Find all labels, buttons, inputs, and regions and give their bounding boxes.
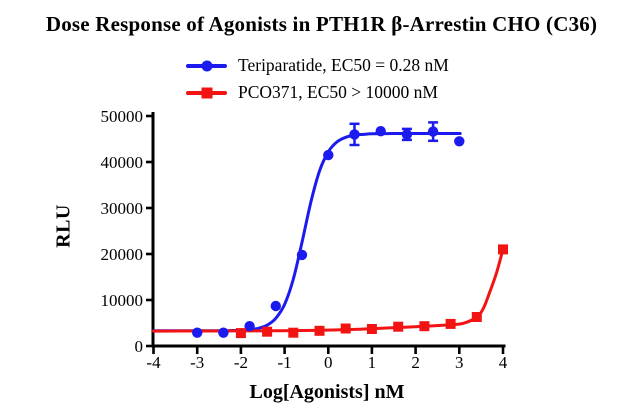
teriparatide-data-point	[427, 126, 439, 137]
chart-title: Dose Response of Agonists in PTH1R β-Arr…	[45, 12, 598, 36]
x-tick-label: 3	[455, 353, 464, 372]
pco371-data-point	[235, 328, 246, 339]
y-tick-label: 10000	[101, 291, 144, 310]
pco371-data-point	[262, 326, 273, 337]
teriparatide-data-point	[296, 249, 308, 261]
x-tick-label: -3	[190, 353, 204, 372]
pco371-data-point	[340, 323, 351, 334]
pco371-data-point	[314, 325, 325, 336]
x-tick-label: -2	[234, 353, 248, 372]
y-tick-label: 30000	[101, 199, 144, 218]
chart-legend: Teriparatide, EC50 = 0.28 nM PCO371, EC5…	[186, 52, 449, 106]
x-tick-label: -4	[146, 353, 161, 372]
teriparatide-data-point	[244, 321, 255, 332]
teriparatide-data-point	[454, 136, 465, 147]
x-tick-label: -1	[278, 353, 292, 372]
pco371-data-point	[366, 324, 377, 334]
x-tick-label: 0	[324, 353, 333, 372]
pco371-data-point	[419, 321, 430, 332]
teriparatide-data-point	[270, 300, 281, 312]
teriparatide-data-point	[218, 327, 229, 338]
teriparatide-fit-curve	[152, 131, 462, 333]
x-axis-title: Log[Agonists] nM	[249, 381, 405, 403]
x-tick-label: 1	[368, 353, 377, 372]
legend-item-pco371: PCO371, EC50 > 10000 nM	[186, 79, 449, 106]
x-tick-label: 2	[411, 353, 420, 372]
pco371-data-point	[498, 244, 508, 255]
teriparatide-data-point	[349, 129, 360, 140]
pco371-data-point	[445, 318, 456, 329]
legend-label-teriparatide: Teriparatide, EC50 = 0.28 nM	[238, 55, 449, 75]
pco371-fit-curve	[152, 247, 505, 333]
pco371-data-point	[393, 321, 404, 332]
y-axis-title: RLU	[52, 204, 75, 248]
y-tick-label: 20000	[101, 245, 144, 264]
teriparatide-data-point	[375, 126, 386, 137]
teriparatide-data-point	[192, 327, 203, 338]
y-tick-label: 50000	[101, 107, 144, 126]
pco371-data-point	[288, 327, 299, 338]
legend-item-teriparatide: Teriparatide, EC50 = 0.28 nM	[186, 52, 449, 79]
pco371-line-square-icon	[186, 86, 227, 100]
teriparatide-data-point	[323, 149, 334, 161]
teriparatide-data-point	[401, 129, 413, 140]
teriparatide-line-circle-icon	[186, 59, 227, 73]
y-tick-label: 0	[135, 337, 144, 356]
y-tick-label: 40000	[101, 153, 144, 172]
pco371-data-point	[471, 312, 482, 322]
x-tick-label: 4	[499, 353, 508, 372]
legend-label-pco371: PCO371, EC50 > 10000 nM	[238, 82, 438, 102]
